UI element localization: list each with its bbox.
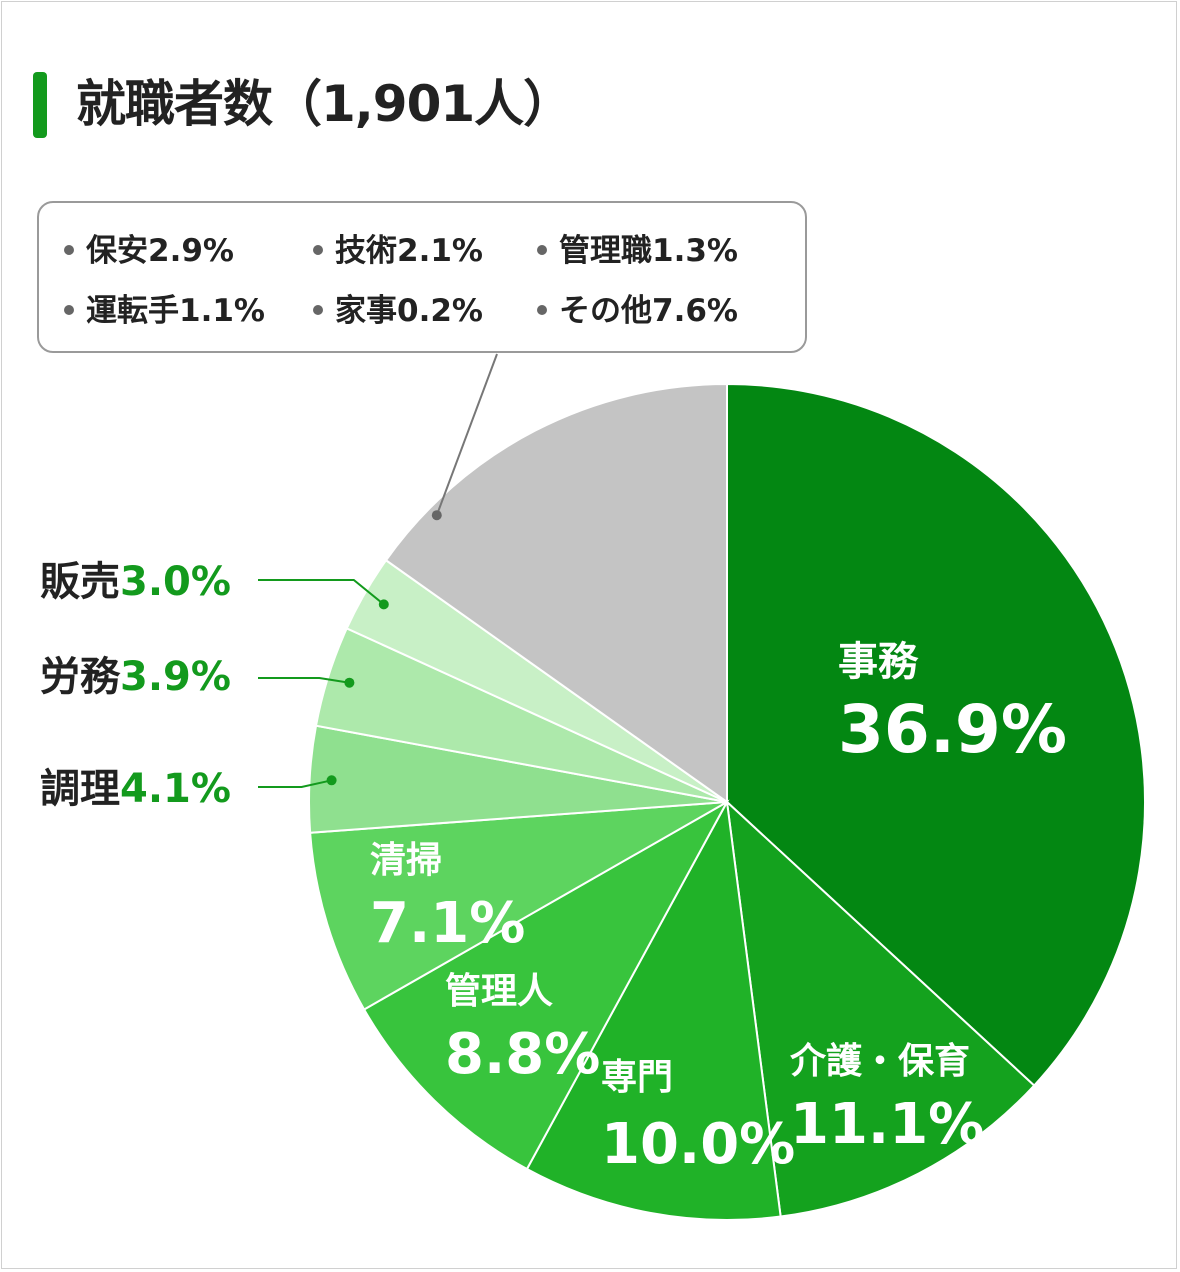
pie-slice-1 [725,799,1036,1218]
others-legend-box: 保安2.9% 技術2.1% 管理職1.3% 運転手1.1% 家事0.2% その他… [37,201,807,353]
legend-value: 1.1% [179,293,265,329]
legend-label: その他 [559,293,652,329]
legend-label: 家事 [335,293,397,329]
legend-value: 7.6% [652,293,738,329]
slice-value-4: 7.1% [370,891,525,956]
legend-item-kanrishoku: 管理職1.3% [537,231,738,271]
legend-label: 技術 [335,233,397,269]
pie-slice-3 [362,799,730,1171]
leader-dot-7 [378,599,389,610]
slice-value-2: 10.0% [601,1112,795,1177]
bullet-icon [537,244,547,255]
slice-value-1: 11.1% [790,1092,984,1157]
leader-dot-others [431,510,442,521]
legend-label: 運転手 [86,293,179,329]
legend-label: 保安 [86,233,148,269]
leader-line-5 [258,779,332,788]
slice-label-3: 管理人 [445,971,553,1012]
slice-value: 3.0% [120,559,231,605]
legend-value: 2.9% [148,233,234,269]
title-accent-bar [33,72,47,138]
legend-item-untenshu: 運転手1.1% [64,291,265,331]
legend-value: 1.3% [652,233,738,269]
bullet-icon [313,244,323,255]
slice-label: 販売 [40,559,120,605]
slice-label-4: 清掃 [370,840,442,881]
legend-item-kaji: 家事0.2% [313,291,483,331]
pie-slice-8 [384,382,728,804]
leader-line-6 [258,677,350,684]
leader-line-7 [258,579,385,606]
leader-line-others [435,353,498,516]
slice-value-0: 36.9% [838,691,1067,768]
bullet-icon [537,304,547,315]
side-label-chouri: 調理4.1% [40,764,231,814]
pie-slice-4 [309,801,728,1011]
pie-slice-2 [525,798,782,1221]
slice-label: 労務 [40,654,120,700]
legend-item-hoan: 保安2.9% [64,231,234,271]
slice-label-0: 事務 [838,639,919,685]
bullet-icon [64,244,74,255]
slice-value: 4.1% [120,766,231,812]
legend-item-sonota: その他7.6% [537,291,738,331]
slice-label: 調理 [40,766,120,812]
leader-dot-6 [344,677,355,688]
side-label-roumu: 労務3.9% [40,652,231,702]
legend-label: 管理職 [559,233,652,269]
slice-value: 3.9% [120,654,231,700]
legend-value: 0.2% [397,293,483,329]
bullet-icon [64,304,74,315]
slice-value-3: 8.8% [445,1022,600,1087]
side-label-hanbai: 販売3.0% [40,557,231,607]
leader-dot-5 [326,775,337,786]
pie-slice-0 [726,382,1146,1087]
slice-label-2: 専門 [601,1057,673,1098]
slice-label-1: 介護・保育 [790,1041,970,1082]
chart-title: 就職者数（1,901人） [76,75,573,133]
legend-value: 2.1% [397,233,483,269]
bullet-icon [313,304,323,315]
legend-item-gijutsu: 技術2.1% [313,231,483,271]
